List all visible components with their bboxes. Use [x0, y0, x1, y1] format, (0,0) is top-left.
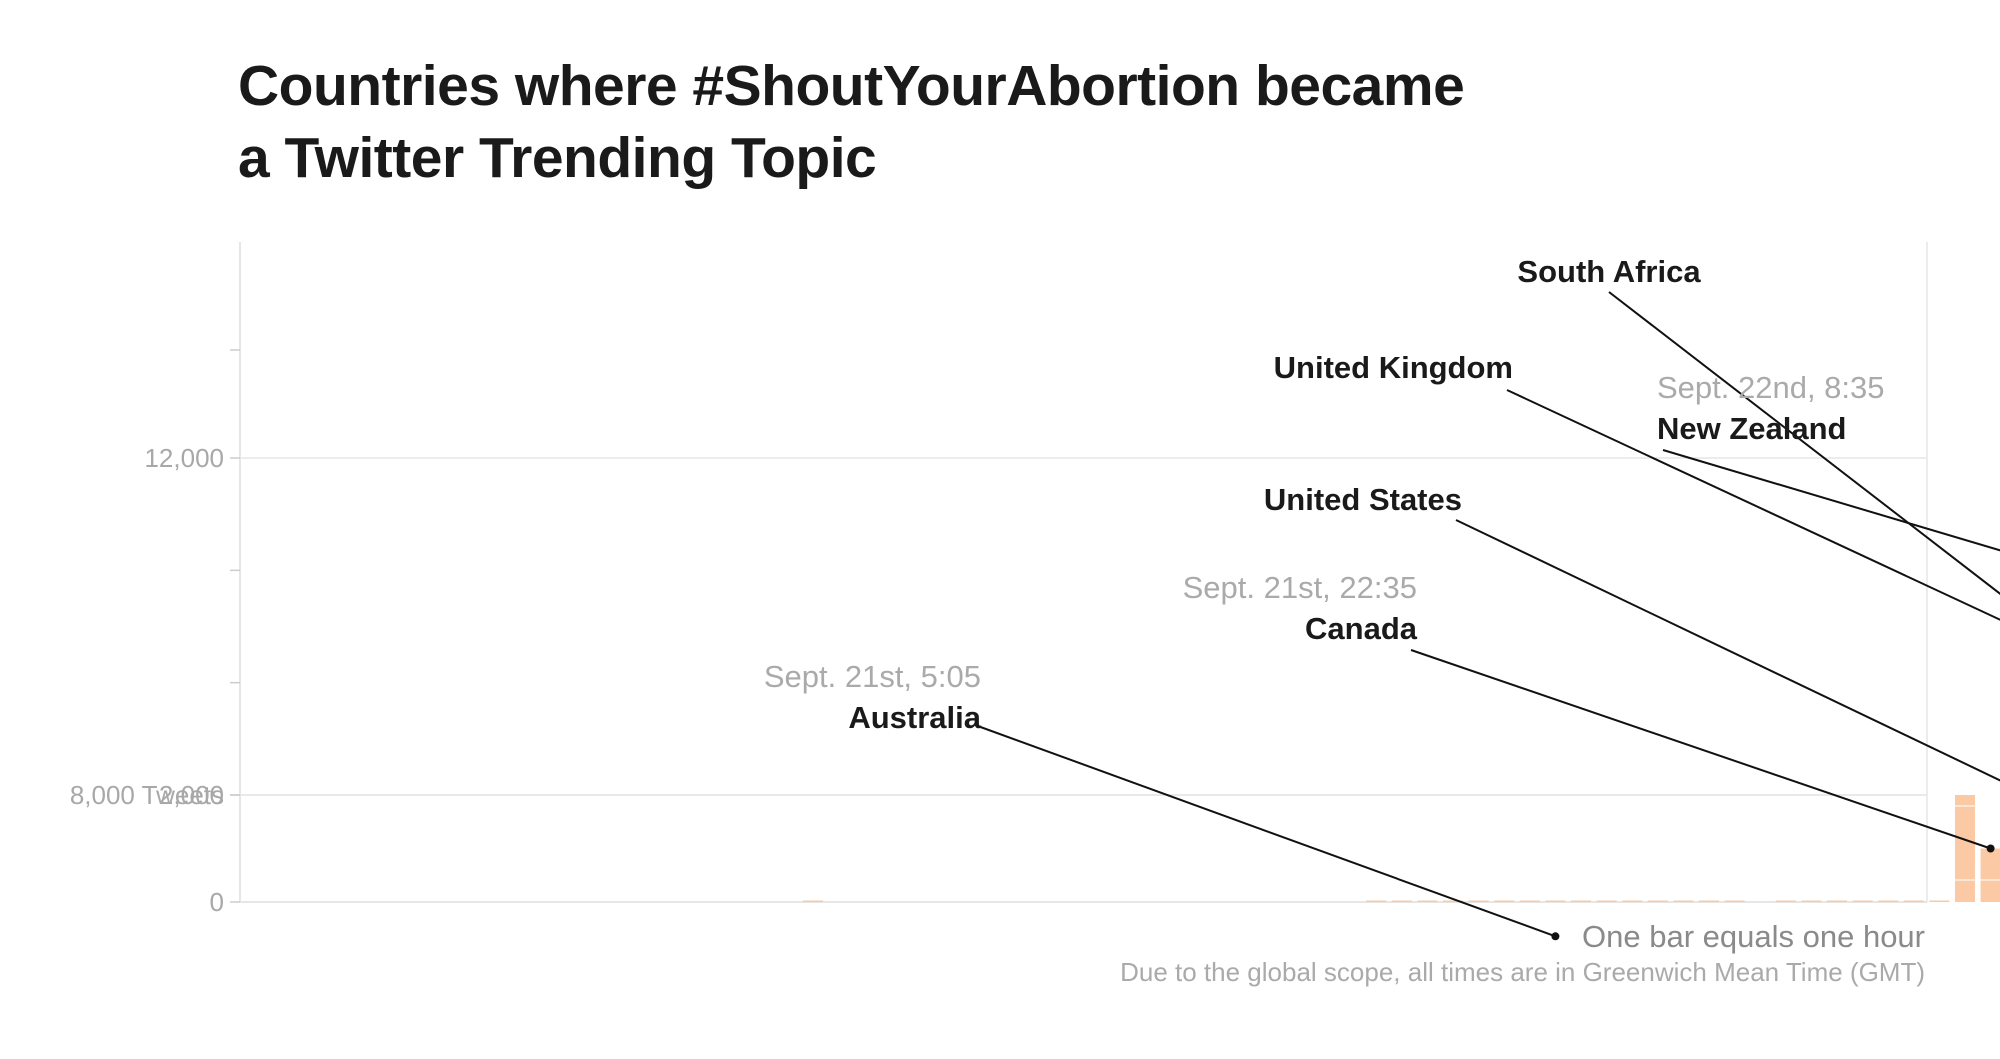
- y-tick-label: 12,000: [144, 443, 224, 473]
- bar: [1391, 900, 1412, 902]
- bar: [1775, 900, 1796, 902]
- leader-line: [1608, 291, 2000, 595]
- bar: [1903, 900, 1924, 902]
- bar: [1647, 900, 1668, 902]
- leader-line: [1410, 649, 1991, 850]
- bar: [1366, 900, 1387, 902]
- chart-title-line-1: Countries where #ShoutYourAbortion becam…: [238, 54, 1465, 118]
- bar: [1699, 900, 1719, 902]
- y-tick-label: 0: [210, 887, 224, 917]
- chart-title: Countries where #ShoutYourAbortion becam…: [238, 50, 1538, 194]
- bars: [803, 795, 2000, 902]
- leader-dot: [1986, 844, 1995, 853]
- bar: [1468, 900, 1489, 902]
- y-tick-label: 2,000: [159, 780, 224, 810]
- bar: [1596, 900, 1617, 902]
- bar: [1827, 900, 1847, 902]
- bar: [803, 900, 823, 902]
- leader-line: [1455, 519, 2000, 782]
- grid-lines: [230, 242, 1928, 903]
- annotation-country: United Kingdom: [1274, 350, 1513, 385]
- y-tick-label: 8,000 Tweets: [70, 780, 224, 810]
- annotation-country: New Zealand: [1657, 411, 1847, 446]
- bar: [1724, 900, 1745, 902]
- annotation-date: Sept. 22nd, 8:35: [1657, 370, 1885, 405]
- annotation-country: United States: [1264, 482, 1462, 517]
- leader-line: [1662, 449, 2000, 552]
- leader-line: [1506, 389, 2000, 621]
- bar: [1519, 900, 1540, 902]
- leader-line: [974, 724, 1556, 938]
- annotation-date: Sept. 21st, 22:35: [1183, 570, 1417, 605]
- timezone-note: Due to the global scope, all times are i…: [1120, 957, 1925, 987]
- bar: [1673, 900, 1694, 902]
- leader-dot: [1551, 932, 1560, 941]
- bar: [1980, 848, 2000, 902]
- annotation-country: Australia: [848, 700, 981, 735]
- annotation-date: Sept. 21st, 5:05: [764, 659, 981, 694]
- bar: [1878, 900, 1899, 902]
- bar: [1545, 900, 1566, 902]
- bar: [1571, 900, 1591, 902]
- bar-note: One bar equals one hour: [1582, 919, 1925, 954]
- bar: [1494, 900, 1515, 902]
- bar: [1929, 900, 1950, 902]
- bar: [1801, 900, 1822, 902]
- bar: [1955, 795, 1975, 902]
- bar: [1852, 900, 1873, 902]
- annotation-country: South Africa: [1517, 254, 1701, 289]
- annotation-country: Canada: [1305, 611, 1418, 646]
- bar: [1417, 900, 1438, 902]
- bar: [1443, 900, 1463, 902]
- annotations: Sept. 21st, 5:05 Australia Sept. 21st, 22:…: [764, 254, 2000, 941]
- bar: [1622, 900, 1643, 902]
- chart-title-line-2: a Twitter Trending Topic: [238, 126, 877, 190]
